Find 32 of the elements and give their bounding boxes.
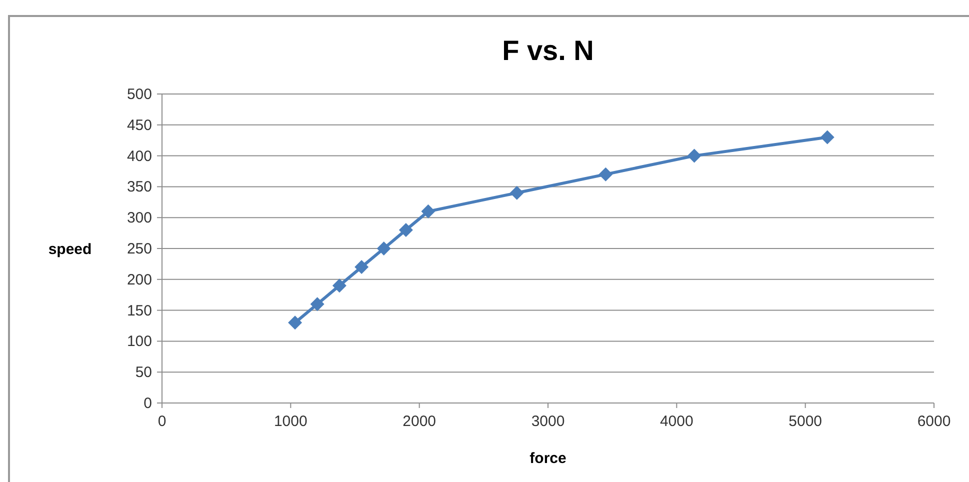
point bbox=[398, 222, 413, 237]
y-tick-label: 400 bbox=[126, 148, 152, 165]
y-tick-label: 100 bbox=[126, 333, 152, 350]
point bbox=[376, 242, 391, 256]
point bbox=[354, 260, 369, 274]
point bbox=[421, 204, 436, 218]
y-tick-label: 450 bbox=[126, 116, 152, 134]
point bbox=[598, 167, 613, 182]
y-tick-label: 350 bbox=[126, 178, 152, 196]
y-axis-title: speed bbox=[48, 241, 92, 258]
x-tick-label: 5000 bbox=[788, 413, 822, 430]
y-tick-label: 200 bbox=[126, 271, 152, 288]
y-tick-label: 150 bbox=[126, 302, 152, 320]
point bbox=[510, 186, 524, 200]
point bbox=[820, 130, 834, 144]
point bbox=[687, 148, 702, 163]
y-tick-label: 250 bbox=[126, 240, 152, 258]
y-tick-label: 500 bbox=[126, 86, 152, 103]
point bbox=[332, 278, 346, 293]
x-tick-label: 6000 bbox=[917, 413, 951, 430]
x-tick-label: 1000 bbox=[274, 413, 308, 430]
x-tick-label: 0 bbox=[158, 413, 166, 430]
y-tick-label: 300 bbox=[126, 210, 152, 227]
x-tick-label: 3000 bbox=[531, 413, 565, 430]
point bbox=[310, 297, 324, 312]
chart-title: F vs. N bbox=[502, 35, 594, 66]
x-tick-label: 4000 bbox=[660, 413, 694, 430]
x-axis-title: force bbox=[530, 450, 566, 467]
point bbox=[288, 316, 302, 330]
x-tick-label: 2000 bbox=[402, 413, 436, 430]
y-tick-label: 50 bbox=[135, 364, 152, 382]
y-tick-label: 0 bbox=[144, 395, 152, 412]
